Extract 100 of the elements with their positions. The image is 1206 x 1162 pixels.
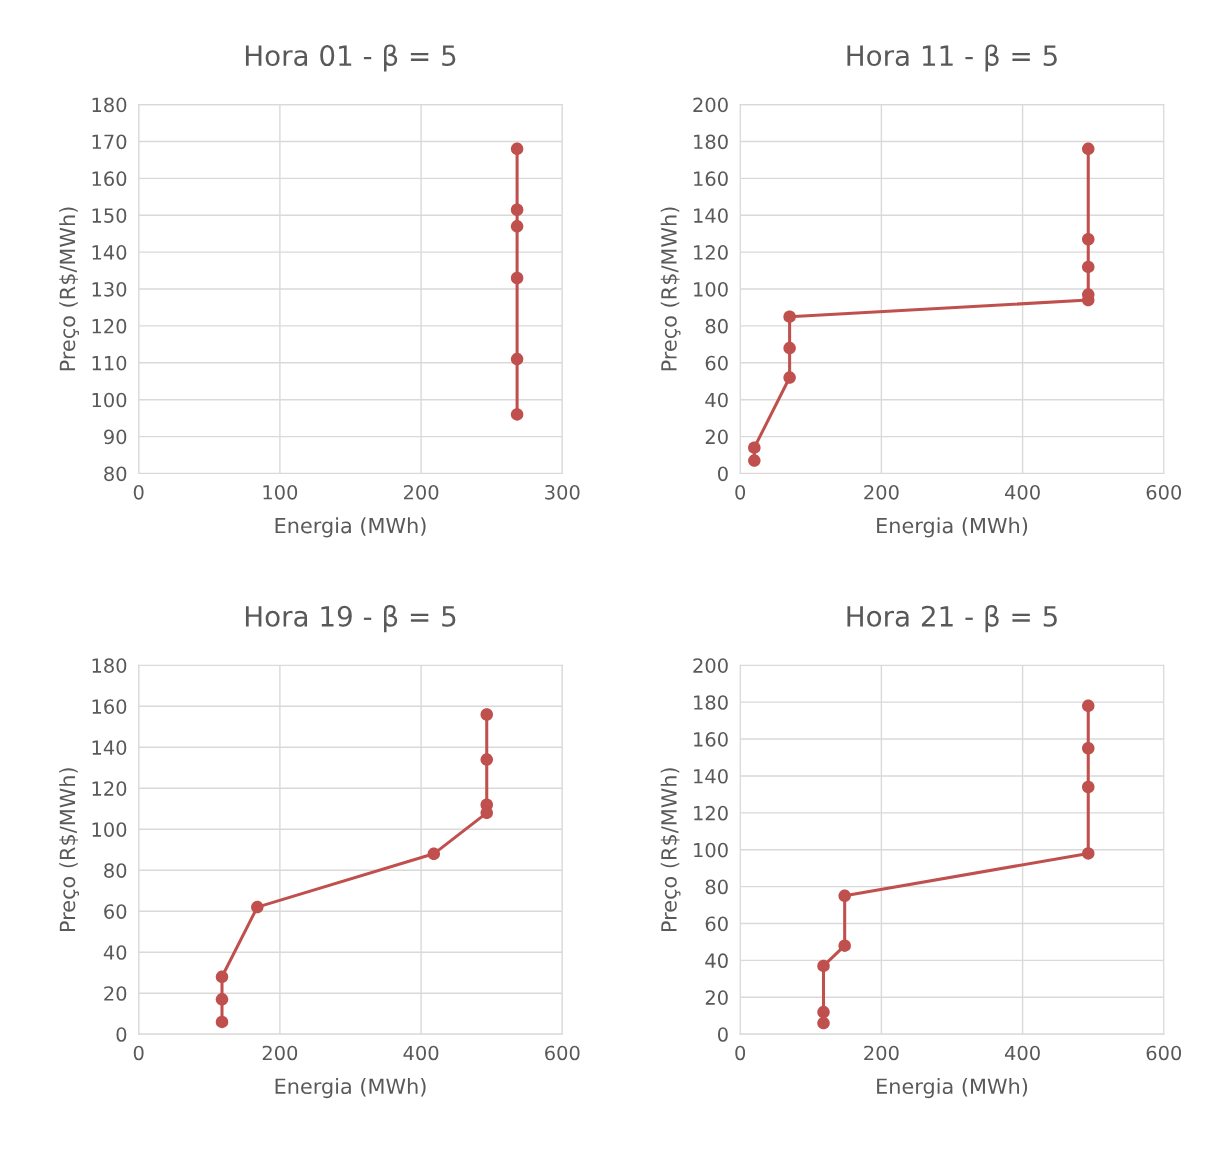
y-tick-label: 80 bbox=[104, 863, 127, 878]
y-tick-label: 140 bbox=[92, 245, 127, 260]
x-axis-title: Energia (MWh) bbox=[275, 1078, 426, 1099]
y-tick-label: 180 bbox=[92, 97, 127, 113]
y-tick-label: 110 bbox=[92, 355, 127, 371]
y-tick-label: 180 bbox=[694, 134, 728, 150]
x-tick-label: 200 bbox=[262, 1045, 298, 1061]
y-axis-title: Preço (R$/MWh) bbox=[660, 207, 681, 371]
y-tick-label: 40 bbox=[103, 945, 127, 960]
y-tick-label: 100 bbox=[694, 281, 728, 297]
y-tick-label: 120 bbox=[92, 318, 127, 334]
chart-title: Hora 01 - β = 5 bbox=[245, 44, 456, 72]
y-tick-label: 40 bbox=[705, 392, 728, 408]
y-tick-label: 160 bbox=[92, 171, 127, 187]
point bbox=[510, 220, 524, 233]
y-tick-label: 160 bbox=[694, 732, 728, 747]
y-tick-label: 200 bbox=[693, 658, 728, 673]
y-tick-label: 100 bbox=[694, 842, 728, 858]
x-axis-title: Energia (MWh) bbox=[877, 1078, 1028, 1099]
point bbox=[783, 371, 796, 384]
point bbox=[1082, 847, 1095, 860]
chart-title: Hora 21 - β = 5 bbox=[847, 605, 1057, 633]
point bbox=[1082, 699, 1095, 713]
point bbox=[251, 900, 264, 914]
x-tick-label: 0 bbox=[735, 484, 746, 500]
point bbox=[817, 1016, 830, 1030]
y-tick-label: 20 bbox=[705, 429, 728, 445]
y-tick-label: 160 bbox=[92, 699, 127, 714]
x-tick-label: 600 bbox=[1146, 1045, 1182, 1061]
point bbox=[1082, 742, 1095, 755]
y-tick-label: 80 bbox=[705, 879, 728, 895]
x-tick-label: 200 bbox=[864, 1045, 899, 1061]
y-axis-title: Preço (R$/MWh) bbox=[660, 768, 681, 932]
point bbox=[215, 993, 229, 1006]
y-tick-label: 100 bbox=[92, 822, 127, 837]
x-tick-label: 0 bbox=[133, 484, 144, 500]
y-tick-label: 60 bbox=[705, 355, 728, 371]
x-tick-label: 100 bbox=[263, 484, 298, 500]
point bbox=[427, 847, 441, 861]
x-tick-label: 400 bbox=[403, 1045, 439, 1061]
y-axis-title: Preço (R$/MWh) bbox=[59, 207, 80, 371]
y-tick-label: 40 bbox=[705, 953, 728, 969]
x-tick-label: 0 bbox=[133, 1045, 144, 1061]
y-tick-label: 180 bbox=[694, 695, 728, 710]
y-tick-label: 150 bbox=[92, 208, 127, 223]
y-tick-label: 60 bbox=[705, 916, 728, 932]
y-tick-label: 170 bbox=[92, 134, 127, 150]
y-tick-label: 0 bbox=[717, 1027, 728, 1042]
point bbox=[1082, 142, 1095, 156]
y-tick-label: 120 bbox=[694, 805, 728, 821]
x-axis-title: Energia (MWh) bbox=[275, 517, 426, 538]
point bbox=[510, 271, 524, 285]
x-tick-label: 400 bbox=[1004, 484, 1040, 500]
y-tick-label: 120 bbox=[92, 781, 127, 796]
point bbox=[1082, 780, 1095, 794]
y-tick-label: 140 bbox=[92, 740, 127, 755]
point bbox=[510, 408, 524, 421]
point bbox=[510, 203, 524, 216]
point bbox=[510, 352, 524, 366]
point bbox=[838, 889, 851, 903]
y-tick-label: 120 bbox=[694, 245, 728, 260]
point bbox=[748, 454, 761, 467]
point bbox=[1082, 232, 1095, 246]
point bbox=[838, 939, 851, 952]
point bbox=[480, 753, 493, 766]
x-tick-label: 600 bbox=[1146, 484, 1182, 500]
chart-title: Hora 19 - β = 5 bbox=[245, 605, 456, 633]
point bbox=[215, 1015, 229, 1029]
point bbox=[783, 341, 796, 355]
x-tick-label: 300 bbox=[545, 484, 580, 500]
point bbox=[783, 310, 796, 323]
chart-title: Hora 11 - β = 5 bbox=[847, 44, 1057, 72]
point bbox=[510, 142, 524, 156]
x-axis-title: Energia (MWh) bbox=[877, 517, 1028, 538]
y-tick-label: 160 bbox=[694, 171, 728, 187]
x-tick-label: 400 bbox=[1004, 1045, 1040, 1061]
y-tick-label: 0 bbox=[116, 1027, 127, 1042]
point bbox=[817, 959, 830, 973]
y-tick-label: 140 bbox=[694, 208, 728, 223]
y-tick-label: 0 bbox=[717, 466, 728, 482]
point bbox=[1082, 260, 1095, 274]
y-tick-label: 80 bbox=[705, 318, 728, 334]
y-tick-label: 140 bbox=[694, 768, 728, 784]
y-tick-label: 180 bbox=[92, 658, 127, 673]
x-tick-label: 0 bbox=[735, 1045, 746, 1061]
point bbox=[817, 1005, 830, 1019]
point bbox=[748, 441, 761, 454]
point bbox=[215, 970, 229, 984]
y-tick-label: 20 bbox=[104, 986, 127, 1001]
x-tick-label: 200 bbox=[864, 484, 899, 500]
y-tick-label: 100 bbox=[92, 392, 127, 408]
y-tick-label: 200 bbox=[693, 97, 728, 113]
y-tick-label: 80 bbox=[104, 466, 127, 482]
y-tick-label: 60 bbox=[104, 904, 127, 919]
y-axis-title: Preço (R$/MWh) bbox=[59, 768, 80, 932]
point bbox=[480, 708, 493, 721]
x-tick-label: 200 bbox=[403, 484, 439, 500]
y-tick-label: 20 bbox=[705, 990, 728, 1005]
y-tick-label: 90 bbox=[104, 429, 127, 445]
x-tick-label: 600 bbox=[545, 1045, 580, 1061]
